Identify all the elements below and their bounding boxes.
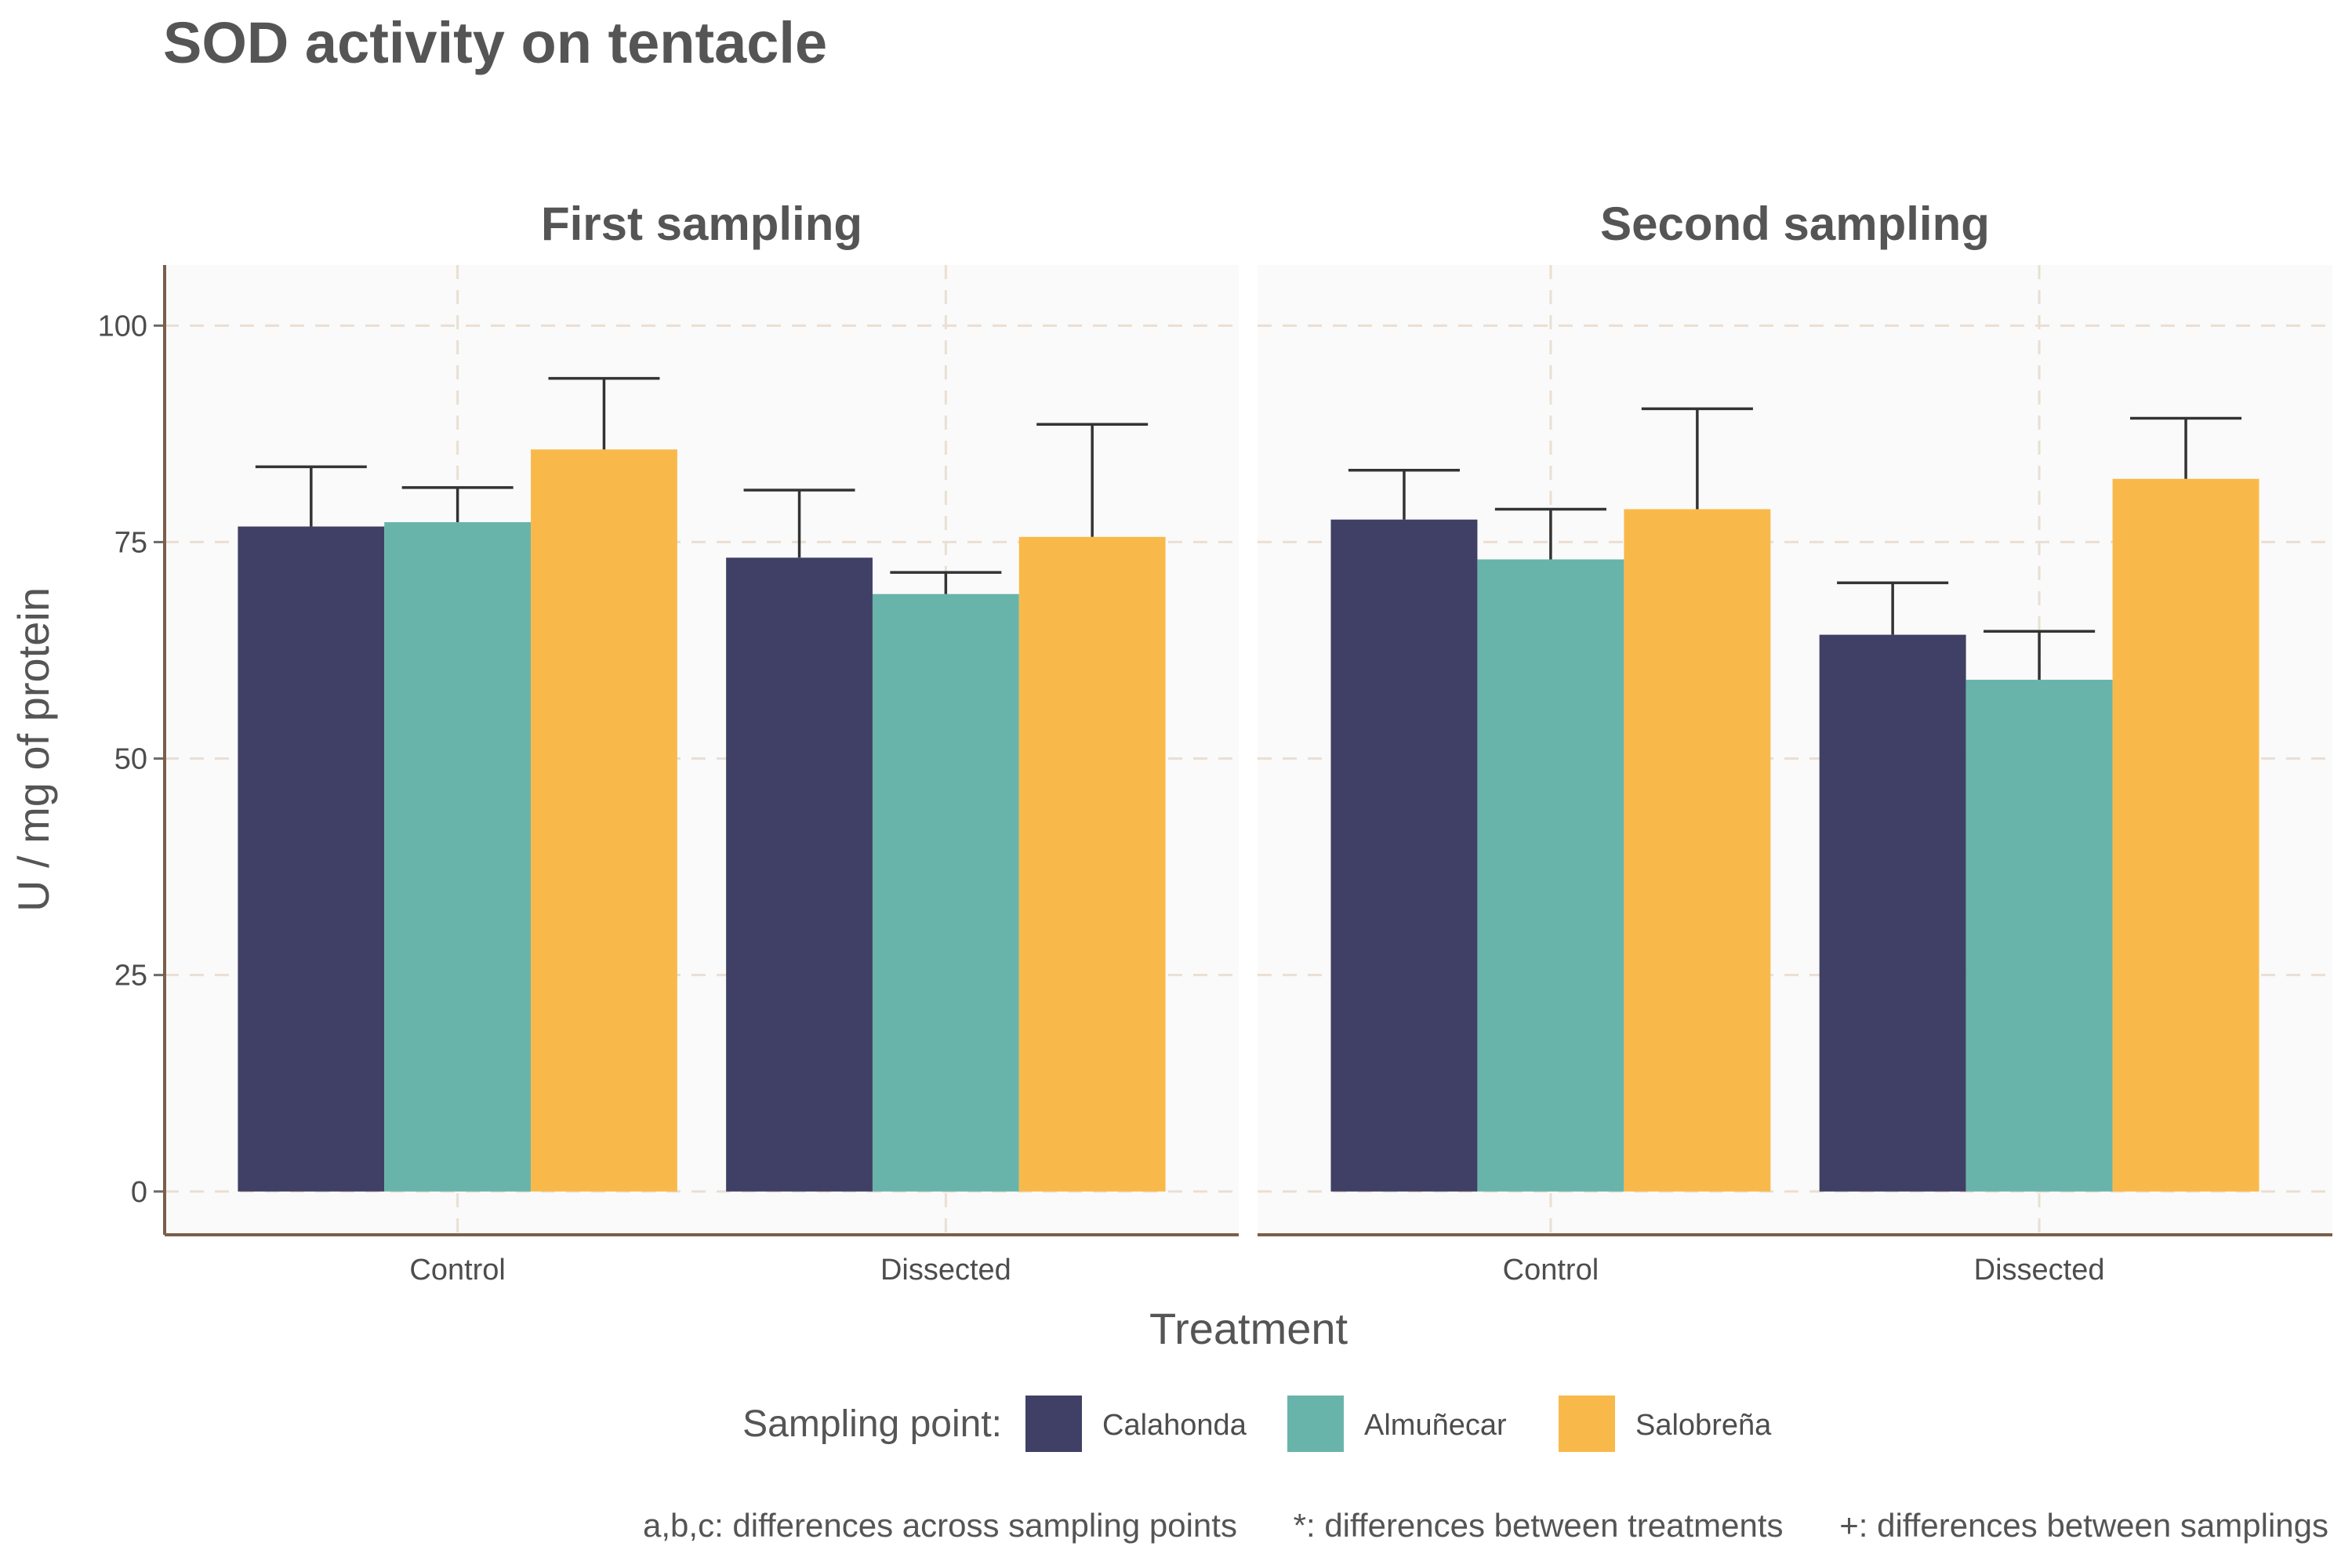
legend-swatch-calahonda [1025,1396,1082,1452]
y-axis-title: U / mg of protein [9,587,58,912]
bar-first-sampling-control-calahonda [238,526,385,1192]
bar-first-sampling-dissected-calahonda [726,557,873,1192]
facet-title-first-sampling: First sampling [541,198,862,250]
bar-second-sampling-dissected-salobrena [2112,478,2259,1192]
y-tick-label: 75 [114,526,147,559]
bar-second-sampling-dissected-calahonda [1819,634,1966,1192]
y-tick-label: 0 [131,1176,147,1209]
bar-second-sampling-control-salobrena [1624,509,1771,1192]
legend-swatch-salobrena [1559,1396,1615,1452]
y-tick-label: 50 [114,743,147,776]
bar-first-sampling-control-salobrena [531,449,677,1192]
facet-title-second-sampling: Second sampling [1600,198,1990,250]
footnote-sampling-points: a,b,c: differences across sampling point… [643,1507,1237,1544]
bar-second-sampling-control-calahonda [1330,519,1478,1192]
legend-label-calahonda: Calahonda [1102,1409,1247,1442]
footnote-treatments: *: differences between treatments [1293,1507,1784,1544]
chart-title: SOD activity on tentacle [163,10,828,75]
legend-title: Sampling point: [742,1403,1002,1445]
legend-label-almunecar: Almuñecar [1364,1409,1507,1442]
footnote: a,b,c: differences across sampling point… [596,1507,2328,1544]
x-tick-label: Dissected [880,1254,1011,1287]
bar-first-sampling-control-almunecar [384,522,532,1192]
x-tick-label: Dissected [1974,1254,2105,1287]
x-tick-label: Control [1503,1254,1599,1287]
bar-second-sampling-dissected-almunecar [1965,680,2113,1192]
legend-label-salobrena: Salobreña [1635,1409,1772,1442]
y-tick-label: 25 [114,960,147,993]
bar-first-sampling-dissected-salobrena [1018,536,1166,1192]
bar-first-sampling-dissected-almunecar [872,593,1019,1192]
x-tick-label: Control [409,1254,506,1287]
footnote-samplings: +: differences between samplings [1839,1507,2328,1544]
x-axis-title: Treatment [1149,1304,1348,1353]
bar-second-sampling-control-almunecar [1477,559,1624,1192]
y-tick-label: 100 [98,310,147,343]
legend-swatch-almunecar [1287,1396,1344,1452]
